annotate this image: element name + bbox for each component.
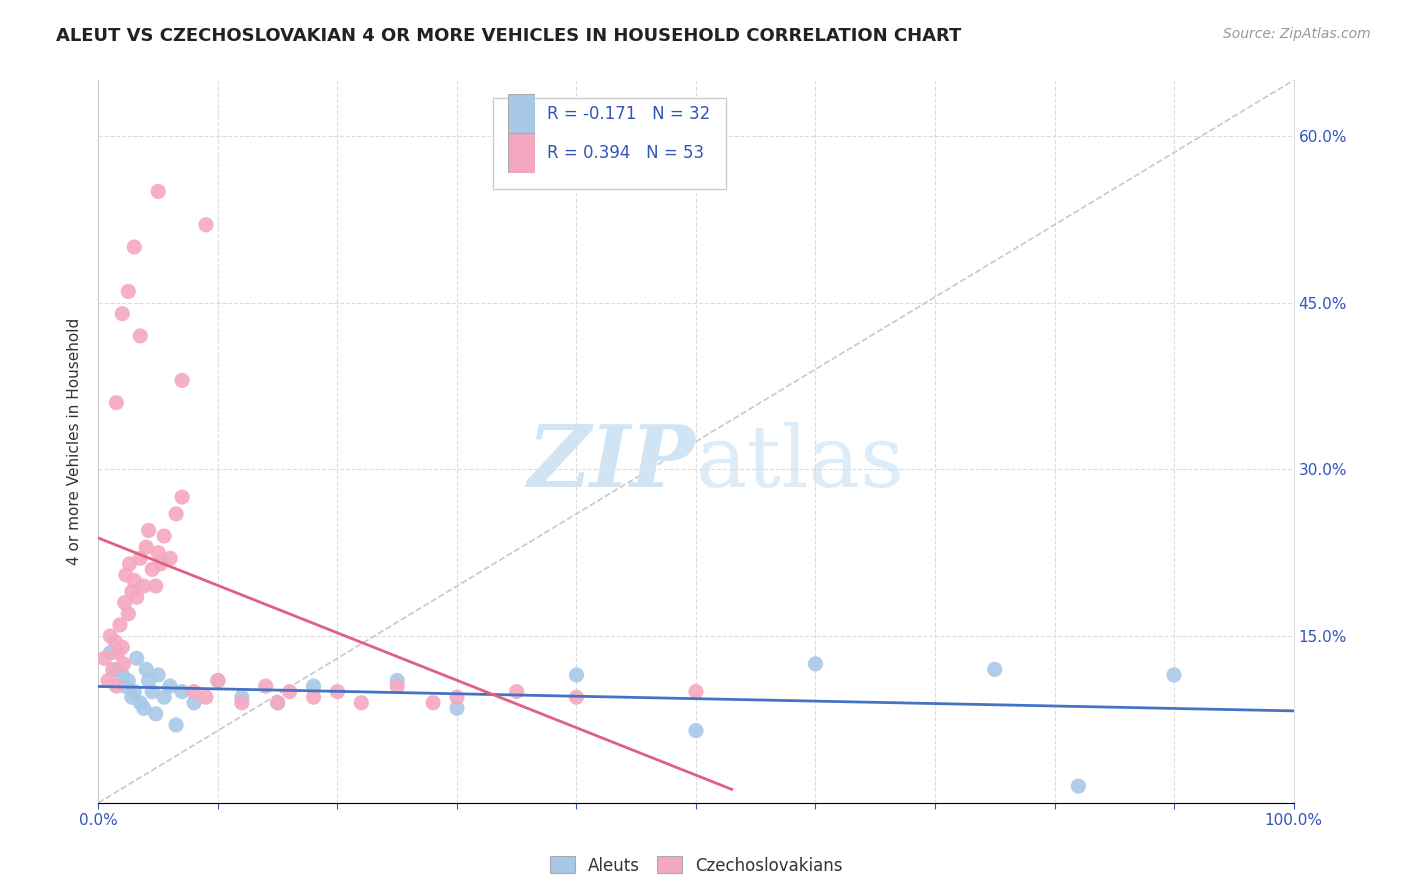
Point [93,651,115,665]
Point [117,285,139,299]
Point [183,684,205,698]
Point [121,584,143,599]
Point [148,668,170,682]
Point [108,618,131,632]
Point [129,696,152,710]
Point [1067,779,1090,793]
Point [207,673,229,688]
Point [302,690,325,705]
Point [172,490,194,504]
Text: R = 0.394   N = 53: R = 0.394 N = 53 [547,144,704,161]
Point [231,690,253,705]
Point [111,668,134,682]
Point [267,696,290,710]
Point [98,629,122,643]
Point [115,568,138,582]
Point [350,696,373,710]
Point [565,690,588,705]
Point [685,684,707,698]
Point [153,529,176,543]
FancyBboxPatch shape [494,98,725,189]
Point [183,696,205,710]
Point [159,679,181,693]
Point [125,590,148,604]
Point [125,651,148,665]
Text: atlas: atlas [696,422,905,505]
Point [446,701,468,715]
Point [124,574,146,588]
Point [422,696,444,710]
Point [149,557,172,571]
Point [385,673,409,688]
Point [195,218,218,232]
Point [107,646,129,660]
Point [326,684,349,698]
Point [145,579,167,593]
Point [138,673,160,688]
Point [165,507,187,521]
Point [98,646,122,660]
Point [105,395,128,409]
Point [135,540,157,554]
Point [159,551,181,566]
Point [124,684,146,698]
Point [129,551,152,566]
Point [1163,668,1185,682]
Point [153,690,176,705]
Point [145,706,167,721]
Point [267,696,290,710]
Point [114,596,136,610]
Y-axis label: 4 or more Vehicles in Household: 4 or more Vehicles in Household [67,318,83,566]
Legend: Aleuts, Czechoslovakians: Aleuts, Czechoslovakians [543,850,849,881]
Point [254,679,277,693]
Point [117,607,139,621]
Text: ZIP: ZIP [529,421,696,505]
Point [207,673,229,688]
Point [112,657,135,671]
Point [132,701,155,715]
Point [231,696,253,710]
Point [135,662,157,676]
Point [172,373,194,387]
Text: Source: ZipAtlas.com: Source: ZipAtlas.com [1223,27,1371,41]
Point [172,684,194,698]
Text: R = -0.171   N = 32: R = -0.171 N = 32 [547,104,710,123]
Point [114,679,136,693]
Point [148,546,170,560]
Point [565,668,588,682]
Point [111,307,134,321]
Point [446,690,468,705]
Point [804,657,827,671]
Point [124,240,146,254]
Point [141,562,163,576]
Point [138,524,160,538]
Point [105,679,128,693]
Point [195,690,218,705]
Point [506,684,529,698]
Point [302,679,325,693]
Point [101,662,124,676]
Point [148,185,170,199]
Text: ALEUT VS CZECHOSLOVAKIAN 4 OR MORE VEHICLES IN HOUSEHOLD CORRELATION CHART: ALEUT VS CZECHOSLOVAKIAN 4 OR MORE VEHIC… [56,27,962,45]
Point [385,679,409,693]
Point [121,690,143,705]
Point [132,579,155,593]
Point [97,673,120,688]
Point [118,557,141,571]
Point [117,673,139,688]
Point [165,718,187,732]
Point [105,662,128,676]
Point [104,634,127,648]
Point [984,662,1007,676]
Point [278,684,301,698]
Point [141,684,163,698]
Point [129,329,152,343]
Point [111,640,134,655]
Point [685,723,707,738]
